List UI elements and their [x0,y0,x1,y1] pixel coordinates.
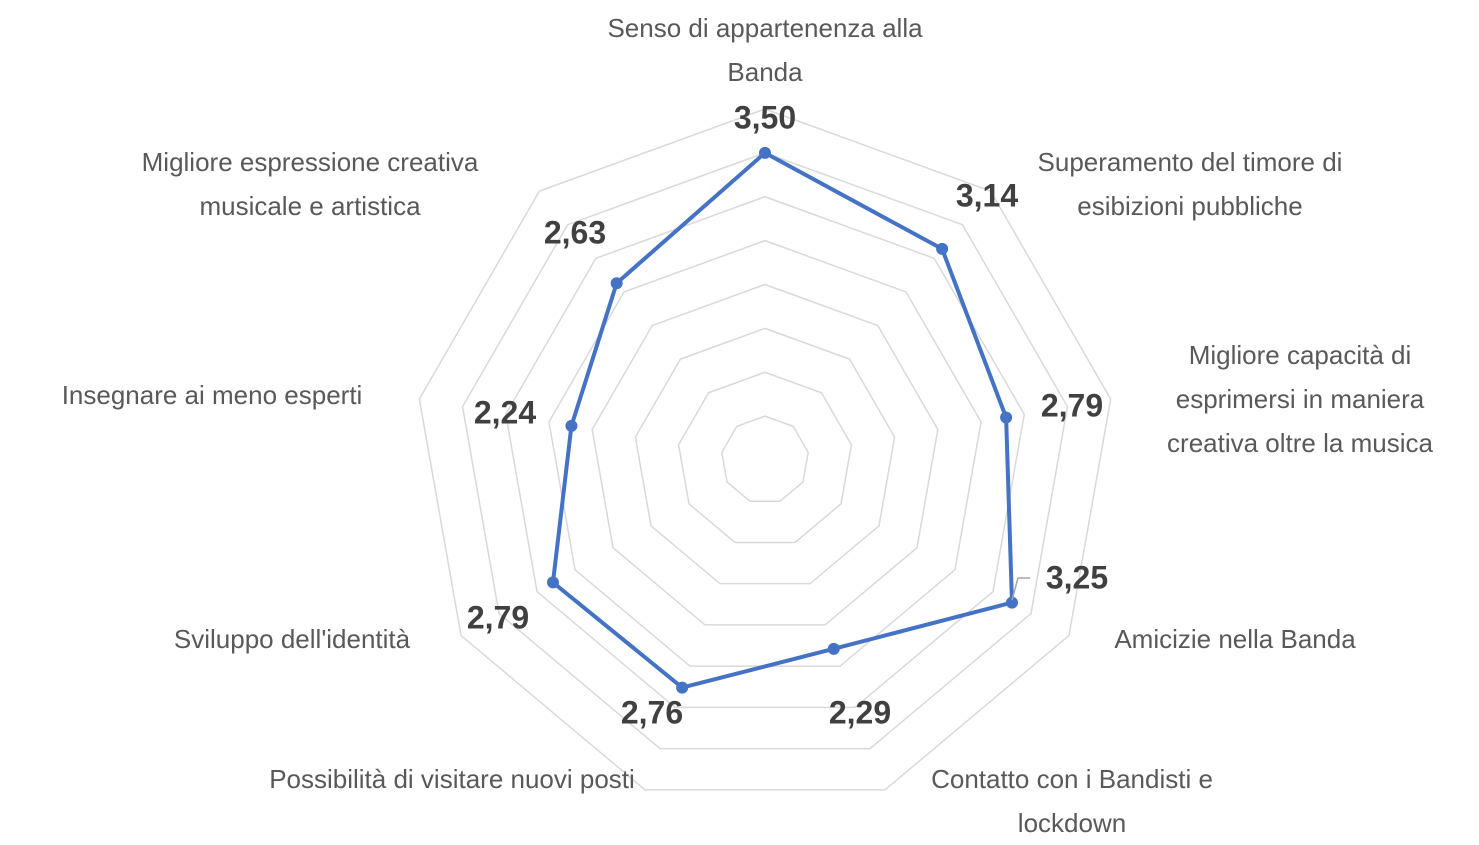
data-point [565,419,578,432]
data-point [546,576,559,589]
grid-ring [548,239,982,667]
grid-ring [721,415,809,502]
data-label: 2,79 [467,599,529,635]
grid-ring [461,152,1069,750]
data-line [550,150,1014,690]
grid-ring [634,327,896,585]
data-label: 2,63 [544,214,606,250]
category-label: Contatto con i Bandisti e lockdown [931,764,1213,838]
data-label: 3,14 [956,177,1018,213]
data-point [1005,596,1018,609]
category-label: Migliore capacità di esprimersi in manie… [1167,340,1433,458]
category-label: Amicizie nella Banda [1114,624,1356,654]
data-label: 3,25 [1046,559,1108,595]
data-point [827,642,840,655]
grid-ring [591,283,939,626]
category-label: Sviluppo dell'identità [173,624,411,654]
data-label: 2,79 [1041,387,1103,423]
category-label: Migliore espressione creativa musicale e… [141,147,479,221]
category-label: Possibilità di visitare nuovi posti [269,764,635,794]
category-label: Senso di appartenenza alla Banda [607,13,923,87]
grid-ring [418,108,1112,791]
grid-ring [677,371,853,544]
data-point [676,681,689,694]
leader-line [1011,577,1030,601]
data-label: 2,29 [829,694,891,730]
data-label: 3,50 [734,99,796,135]
data-point [610,277,623,290]
grid-ring [504,195,1026,709]
category-label: Superamento del timore di esibizioni pub… [1037,147,1343,221]
category-label: Insegnare ai meno esperti [61,380,363,410]
data-point [936,242,949,255]
data-point [1000,411,1013,424]
data-label: 2,76 [621,694,683,730]
data-label: 2,24 [474,394,536,430]
data-point [759,146,771,159]
